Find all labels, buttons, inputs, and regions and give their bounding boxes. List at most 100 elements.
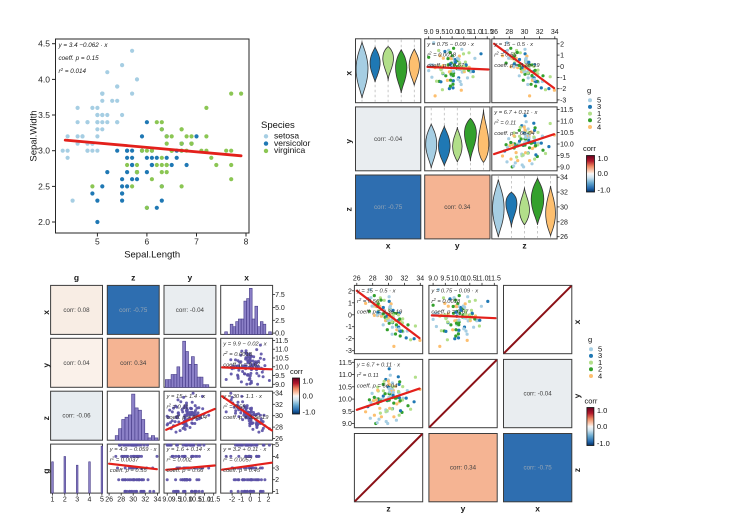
svg-text:z: z bbox=[522, 241, 526, 251]
svg-text:11.5: 11.5 bbox=[275, 338, 288, 345]
svg-text:coeff. p = 0.15: coeff. p = 0.15 bbox=[59, 55, 100, 62]
svg-text:coeff. p = 3.3e-19: coeff. p = 3.3e-19 bbox=[357, 309, 403, 315]
svg-text:4.0: 4.0 bbox=[38, 74, 50, 84]
svg-text:10.5: 10.5 bbox=[560, 130, 574, 137]
svg-text:r2 = 0.014: r2 = 0.014 bbox=[59, 67, 87, 75]
svg-text:x: x bbox=[535, 504, 540, 514]
svg-text:9.0: 9.0 bbox=[560, 164, 570, 171]
svg-text:r2 = 0.0018: r2 = 0.0018 bbox=[223, 350, 253, 358]
svg-text:coeff. p = 0.67: coeff. p = 0.67 bbox=[427, 63, 465, 69]
svg-text:r2 = 0.56: r2 = 0.56 bbox=[223, 403, 246, 411]
svg-text:10.5: 10.5 bbox=[275, 356, 289, 363]
svg-text:2: 2 bbox=[560, 41, 564, 48]
svg-text:1.0: 1.0 bbox=[598, 154, 608, 163]
svg-text:9.0: 9.0 bbox=[424, 29, 434, 36]
svg-text:1: 1 bbox=[51, 497, 55, 504]
svg-text:r2 = 0.002: r2 = 0.002 bbox=[167, 456, 193, 464]
svg-text:11.5: 11.5 bbox=[339, 360, 352, 367]
svg-text:9.5: 9.5 bbox=[342, 409, 352, 416]
svg-text:y: y bbox=[188, 273, 193, 283]
svg-text:9.5: 9.5 bbox=[275, 373, 285, 380]
svg-text:9.5: 9.5 bbox=[560, 153, 570, 160]
svg-text:10.5: 10.5 bbox=[457, 29, 471, 36]
svg-text:1.0: 1.0 bbox=[597, 406, 607, 415]
svg-text:11.5: 11.5 bbox=[207, 497, 220, 504]
svg-text:7: 7 bbox=[194, 237, 199, 247]
svg-text:y = 0.75 − 0.09 · x: y = 0.75 − 0.09 · x bbox=[430, 288, 479, 294]
svg-text:10.0: 10.0 bbox=[179, 497, 193, 504]
svg-text:-2: -2 bbox=[229, 497, 235, 504]
svg-text:34: 34 bbox=[275, 390, 283, 397]
svg-text:4: 4 bbox=[597, 122, 601, 131]
svg-text:34: 34 bbox=[416, 275, 424, 282]
svg-text:setosa: setosa bbox=[274, 131, 299, 141]
svg-text:corr: -0.04: corr: -0.04 bbox=[374, 136, 403, 143]
svg-text:y: y bbox=[41, 363, 51, 368]
svg-text:1: 1 bbox=[257, 497, 261, 504]
svg-text:2.5: 2.5 bbox=[38, 181, 50, 191]
svg-text:y = 30 − 1.1 · x: y = 30 − 1.1 · x bbox=[222, 394, 263, 400]
svg-text:2: 2 bbox=[63, 497, 67, 504]
svg-text:10.0: 10.0 bbox=[275, 364, 289, 371]
svg-text:r2 = 0.11: r2 = 0.11 bbox=[357, 371, 379, 379]
svg-text:y: y bbox=[455, 241, 460, 251]
svg-text:r2 = 0.0018: r2 = 0.0018 bbox=[431, 297, 461, 305]
svg-text:11.0: 11.0 bbox=[469, 29, 482, 36]
svg-text:30: 30 bbox=[560, 204, 568, 211]
svg-text:corr: corr bbox=[585, 397, 598, 406]
svg-text:32: 32 bbox=[141, 497, 149, 504]
svg-text:30: 30 bbox=[385, 275, 393, 282]
svg-text:30: 30 bbox=[521, 29, 529, 36]
svg-text:corr: -0.06: corr: -0.06 bbox=[62, 413, 91, 420]
svg-text:26: 26 bbox=[105, 497, 113, 504]
svg-text:11.0: 11.0 bbox=[198, 497, 211, 504]
svg-text:z: z bbox=[344, 207, 354, 211]
svg-text:34: 34 bbox=[560, 175, 568, 182]
svg-text:-1: -1 bbox=[238, 497, 244, 504]
svg-text:y = 4.9 − 0.059 · x: y = 4.9 − 0.059 · x bbox=[109, 447, 158, 453]
svg-text:g: g bbox=[588, 335, 592, 344]
svg-text:26: 26 bbox=[560, 234, 568, 241]
svg-text:3.5: 3.5 bbox=[38, 110, 50, 120]
svg-text:10.0: 10.0 bbox=[560, 142, 574, 149]
svg-text:1: 1 bbox=[275, 489, 279, 496]
svg-text:2.5: 2.5 bbox=[275, 318, 285, 325]
svg-text:virginica: virginica bbox=[274, 145, 305, 155]
svg-text:2.0: 2.0 bbox=[38, 217, 50, 227]
svg-text:g: g bbox=[41, 468, 51, 473]
svg-text:10.0: 10.0 bbox=[338, 397, 352, 404]
svg-text:0.0: 0.0 bbox=[275, 331, 285, 338]
svg-text:3: 3 bbox=[75, 497, 79, 504]
svg-text:30: 30 bbox=[129, 497, 137, 504]
svg-text:y = 15 − 0.5 · x: y = 15 − 0.5 · x bbox=[356, 288, 397, 294]
svg-text:corr: corr bbox=[583, 144, 596, 153]
svg-text:x: x bbox=[386, 241, 391, 251]
svg-text:32: 32 bbox=[536, 29, 544, 36]
svg-text:corr: 0.34: corr: 0.34 bbox=[450, 465, 477, 472]
svg-text:9.0: 9.0 bbox=[428, 275, 438, 282]
svg-text:Species: Species bbox=[261, 120, 295, 131]
svg-text:28: 28 bbox=[117, 497, 125, 504]
svg-text:versicolor: versicolor bbox=[274, 138, 311, 148]
svg-text:x: x bbox=[244, 273, 249, 283]
svg-text:y = 0.75 − 0.09 · x: y = 0.75 − 0.09 · x bbox=[426, 42, 475, 48]
svg-text:r2 = 0.56: r2 = 0.56 bbox=[494, 50, 517, 58]
svg-text:coeff. p = 6e-04: coeff. p = 6e-04 bbox=[494, 131, 534, 137]
svg-text:5.0: 5.0 bbox=[275, 305, 285, 312]
svg-text:y = 6.7 + 0.11 · x: y = 6.7 + 0.11 · x bbox=[356, 362, 401, 368]
svg-text:30: 30 bbox=[275, 413, 283, 420]
svg-text:y = 15 − 0.5 · x: y = 15 − 0.5 · x bbox=[493, 42, 534, 48]
svg-text:11.0: 11.0 bbox=[275, 347, 288, 354]
svg-text:32: 32 bbox=[560, 190, 568, 197]
svg-text:coeff. p = 0.45: coeff. p = 0.45 bbox=[223, 468, 261, 474]
svg-text:4.5: 4.5 bbox=[38, 39, 50, 49]
svg-text:11.0: 11.0 bbox=[339, 372, 352, 379]
svg-text:Sepal.Width: Sepal.Width bbox=[29, 110, 40, 161]
svg-text:-3: -3 bbox=[560, 97, 566, 104]
svg-text:9.5: 9.5 bbox=[440, 275, 450, 282]
svg-text:28: 28 bbox=[275, 425, 283, 432]
svg-text:10.0: 10.0 bbox=[445, 29, 459, 36]
svg-text:r2 = 0.11: r2 = 0.11 bbox=[494, 118, 516, 126]
svg-text:0.0: 0.0 bbox=[598, 169, 608, 178]
svg-text:-1: -1 bbox=[560, 75, 566, 82]
